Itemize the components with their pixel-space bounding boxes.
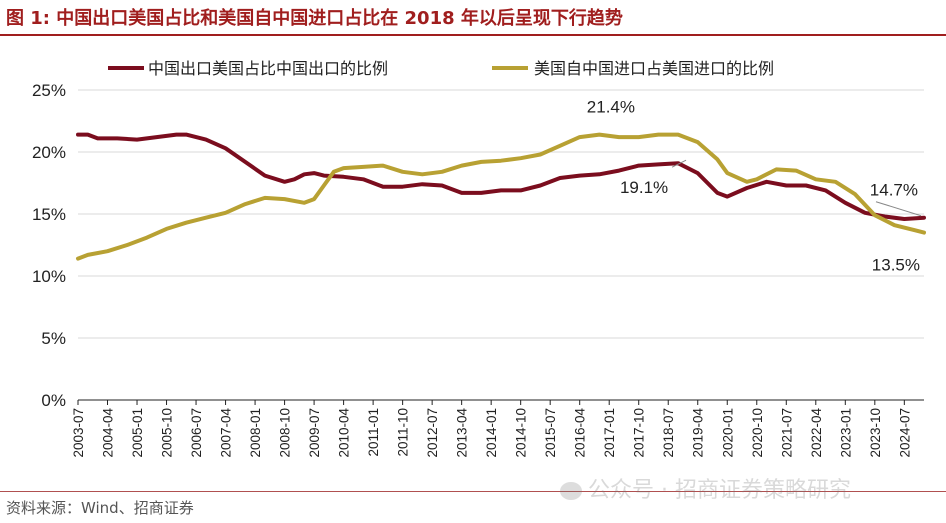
x-tick-label: 2023-01 [838,408,853,458]
x-tick-label: 2017-01 [602,408,617,458]
x-tick-label: 2024-07 [897,408,912,458]
x-tick-label: 2023-10 [868,408,883,458]
x-tick-label: 2017-10 [632,408,647,458]
x-tick-label: 2022-04 [809,408,824,458]
x-tick-label: 2004-04 [101,408,116,458]
x-tick-label: 2006-07 [189,408,204,458]
x-tick-label: 2015-07 [543,408,558,458]
footer-divider [0,491,946,492]
annotation-label: 13.5% [872,256,920,275]
x-tick-label: 2012-07 [425,408,440,458]
x-tick-label: 2020-10 [750,408,765,458]
source-note: 资料来源：Wind、招商证券 [6,499,194,517]
x-tick-label: 2018-07 [661,408,676,458]
watermark: 公众号 · 招商证券策略研究 [560,472,851,504]
x-tick-label: 2014-10 [514,408,529,458]
line-chart: 0% 5% 10% 15% 20% 25% 2003-07 2004-04 2005-01 200… [32,59,926,458]
y-tick-label: 10% [32,267,66,286]
x-tick-label: 2020-01 [720,408,735,458]
x-tick-label: 2011-01 [366,408,381,457]
y-tick-label: 15% [32,205,66,224]
watermark-text: 公众号 · 招商证券策略研究 [588,478,851,503]
x-tick-label: 2011-10 [396,408,411,457]
x-tick-label: 2005-01 [130,408,145,458]
title-divider [0,34,946,36]
y-tick-label: 25% [32,81,66,100]
legend-label-1: 中国出口美国占比中国出口的比例 [148,59,388,78]
series-line-1 [76,132,926,221]
x-tick-label: 2005-10 [160,408,175,458]
x-tick-label: 2010-04 [337,408,352,458]
legend-label-2: 美国自中国进口占美国进口的比例 [534,59,774,78]
y-tick-label: 0% [41,391,66,410]
annotation-label: 14.7% [870,181,918,200]
x-tick-label: 2013-04 [455,408,470,458]
series-line-2 [76,132,926,261]
x-tick-label: 2014-01 [484,408,499,458]
annotation-leader [671,159,687,168]
annotation-label: 19.1% [620,178,668,197]
annotation-leader [875,201,922,217]
annotation-label: 21.4% [587,98,635,117]
chart-title: 图 1: 中国出口美国占比和美国自中国进口占比在 2018 年以后呈现下行趋势 [6,8,623,29]
x-tick-label: 2008-01 [248,408,263,458]
x-tick-label: 2016-04 [573,408,588,458]
x-tick-label: 2019-04 [691,408,706,458]
x-tick-label: 2003-07 [71,408,86,458]
x-tick-label: 2008-10 [278,408,293,458]
x-tick-label: 2021-07 [779,408,794,458]
y-tick-label: 5% [41,329,66,348]
wechat-icon [560,482,582,500]
x-tick-label: 2009-07 [307,408,322,458]
y-tick-label: 20% [32,143,66,162]
x-tick-label: 2007-04 [219,408,234,458]
